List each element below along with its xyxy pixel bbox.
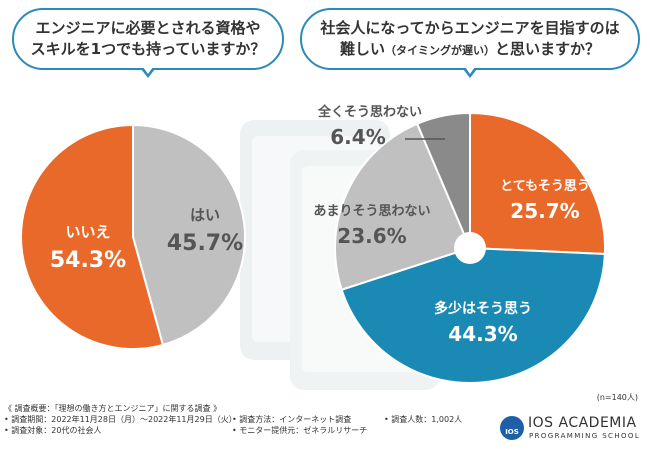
question-1-line-1: エンジニアに必要とされる資格や bbox=[35, 19, 261, 37]
ios-logo-icon: IOS bbox=[500, 416, 524, 440]
pie-2-value-1: 44.3% bbox=[448, 322, 517, 346]
pie-2-value-0: 25.7% bbox=[510, 199, 579, 223]
question-1-bubble: エンジニアに必要とされる資格や スキルを1つでも持っていますか？ bbox=[12, 8, 284, 70]
question-2-line-2: 難しい（タイミングが遅い）と思いますか？ bbox=[320, 39, 619, 61]
question-2-line-2c: と思いますか？ bbox=[494, 39, 600, 58]
pie-2-value-2: 23.6% bbox=[337, 224, 406, 248]
pie-2-slice-3 bbox=[415, 111, 471, 249]
pie-2-slice-0 bbox=[469, 111, 606, 255]
pie-2-label-3: 全くそう思わない bbox=[317, 104, 422, 120]
question-2-line-2b: （タイミングが遅い） bbox=[384, 43, 495, 57]
brand-logo-block: IOS IOS ACADEMIA PROGRAMMING SCHOOL bbox=[500, 414, 645, 444]
pie-chart-2: とてもそう思う 25.7% 多少はそう思う 44.3% あまりそう思わない 23.6% 全く… bbox=[313, 104, 606, 384]
pie-2-slice-2 bbox=[334, 122, 472, 291]
sample-size: (n=140人) bbox=[596, 393, 638, 402]
pie-2-label-1: 多少はそう思う bbox=[434, 300, 532, 317]
question-1-bubble-tail bbox=[141, 67, 155, 78]
pie-2-label-0: とてもそう思う bbox=[500, 179, 590, 194]
pie-1-label-1: いいえ bbox=[65, 223, 110, 241]
pie-2-value-3: 6.4% bbox=[330, 125, 385, 149]
survey-count: • 調査人数：1,002人 bbox=[384, 415, 463, 424]
brand-name: IOS ACADEMIA bbox=[528, 415, 637, 431]
survey-period: • 調査期間：2022年11月28日（月）〜2022年11月29日（火） bbox=[4, 415, 237, 424]
survey-overview: 《 調査概要：「理想の働き方とエンジニア」に関する調査 》 • 調査期間：202… bbox=[4, 403, 524, 436]
brand-subtitle: PROGRAMMING SCHOOL bbox=[529, 432, 641, 440]
question-2-bubble-tail bbox=[463, 67, 477, 78]
pie-1-slice-0 bbox=[132, 123, 246, 347]
pie-1-label-0: はい bbox=[190, 206, 220, 224]
pie-1-slice-1 bbox=[20, 123, 165, 350]
pie-2-label-2: あまりそう思わない bbox=[313, 204, 430, 219]
question-2-line-2a: 難しい bbox=[339, 39, 385, 58]
survey-target: • 調査対象：20代の社会人 bbox=[4, 426, 102, 435]
pie-2-donut-hole bbox=[454, 232, 486, 264]
pie-1-value-1: 54.3% bbox=[50, 248, 126, 273]
survey-heading: 《 調査概要：「理想の働き方とエンジニア」に関する調査 》 bbox=[4, 404, 222, 413]
question-1-line-2: スキルを1つでも持っていますか？ bbox=[30, 40, 266, 58]
question-2-bubble: 社会人になってからエンジニアを目指すのは 難しい（タイミングが遅い）と思いますか… bbox=[300, 8, 640, 70]
pie-chart-1: はい 45.7% いいえ 54.3% bbox=[20, 123, 246, 350]
survey-provider: • モニター提供元：ゼネラルリサーチ bbox=[232, 426, 368, 435]
survey-method: • 調査方法：インターネット調査 bbox=[232, 415, 352, 424]
pie-1-value-0: 45.7% bbox=[167, 231, 243, 256]
question-2-line-1: 社会人になってからエンジニアを目指すのは bbox=[320, 18, 620, 37]
pie-2-slice-1 bbox=[340, 246, 606, 384]
